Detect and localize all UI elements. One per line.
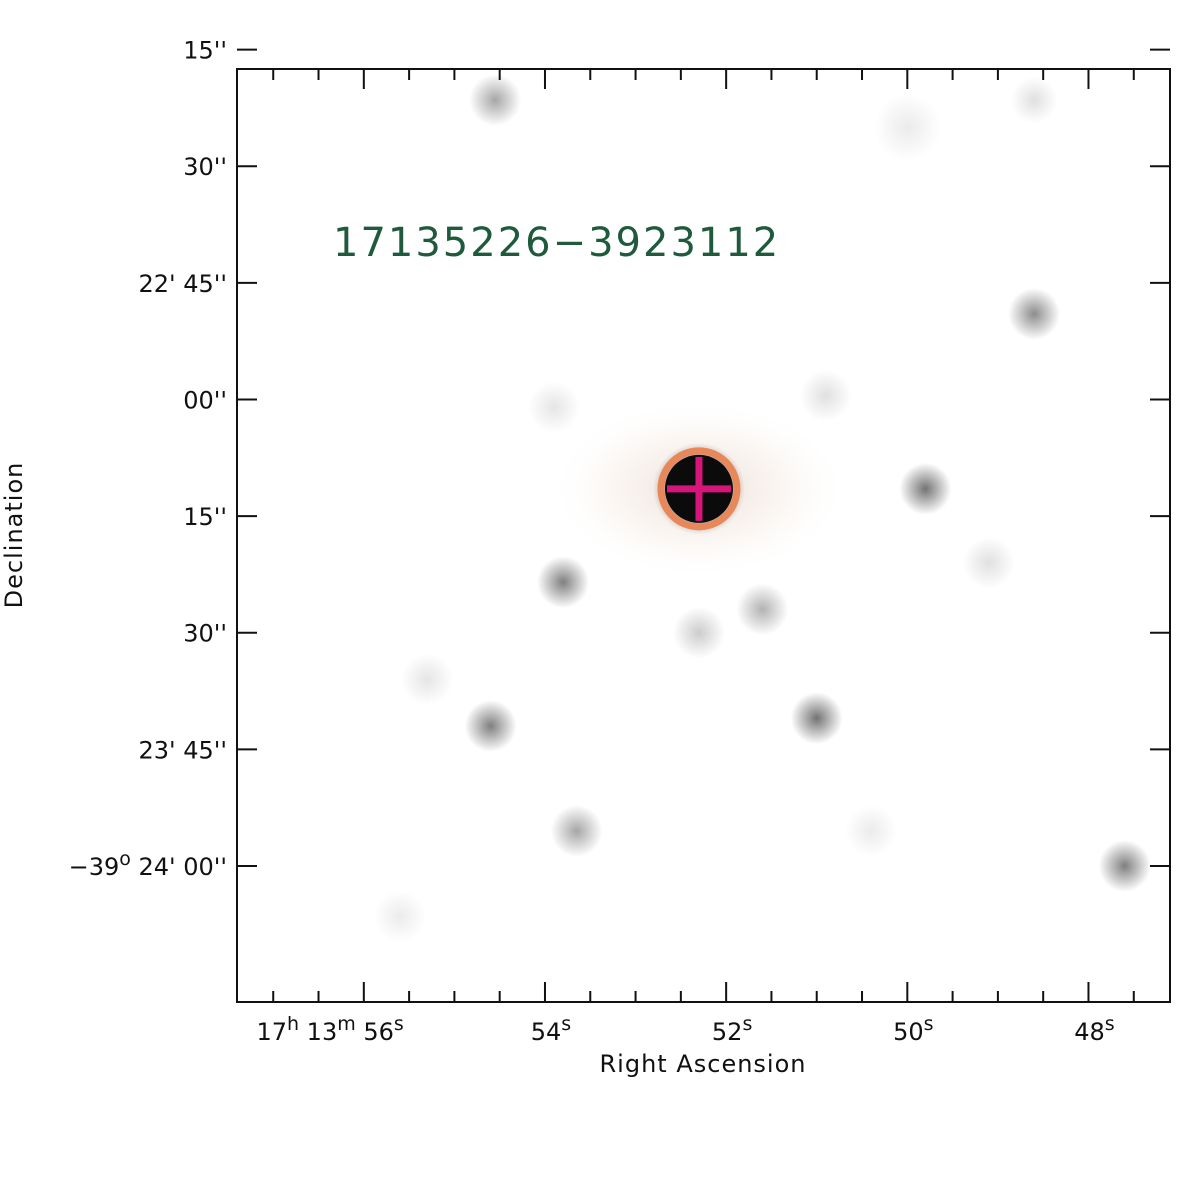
star-point [528,381,581,434]
star-point [1008,287,1061,340]
star-point [940,4,992,56]
star-point [1010,76,1058,124]
x-tick-label: 52s [712,1013,752,1046]
source-name: 17135226−3923112 [333,220,780,266]
star-point [899,462,952,515]
star-point [672,606,725,659]
star-point [790,692,843,745]
x-axis-ticks: 17h 13m 56s 54s 52s 50s 48s [256,69,1135,1046]
sky-image [237,4,1170,1002]
y-tick-label: 15'' [183,503,227,531]
x-tick-label: 54s [531,1013,571,1046]
star-point [845,804,898,857]
y-tick-label: 30'' [183,620,227,648]
x-tick-label: 17h 13m 56s [256,1013,403,1046]
star-point [962,536,1015,589]
star-point [401,653,454,706]
star-point [873,93,942,162]
y-tick-label: 15'' [183,37,227,65]
star-point [736,583,789,636]
y-tick-label: 30'' [183,153,227,181]
y-tick-label: −39o 24' 00'' [69,848,227,881]
plot-frame [236,68,1171,1003]
star-point [1098,839,1151,892]
star-point [464,699,517,752]
target-circle [657,447,741,531]
x-tick-label: 50s [893,1013,933,1046]
y-tick-label: 00'' [183,386,227,414]
star-point [550,804,603,857]
x-axis-label: Right Ascension [600,1050,807,1078]
x-tick-label: 48s [1074,1013,1114,1046]
y-axis-ticks: 15'' 30'' 22' 45'' 00'' 15'' 30'' 23' 45'' −39o… [69,37,1170,881]
star-point [469,74,522,127]
star-point [537,556,590,609]
y-tick-label: 22' 45'' [139,270,228,298]
y-axis-label: Declination [0,462,28,609]
star-point [799,369,852,422]
star-point [374,890,427,943]
y-tick-label: 23' 45'' [139,736,228,764]
